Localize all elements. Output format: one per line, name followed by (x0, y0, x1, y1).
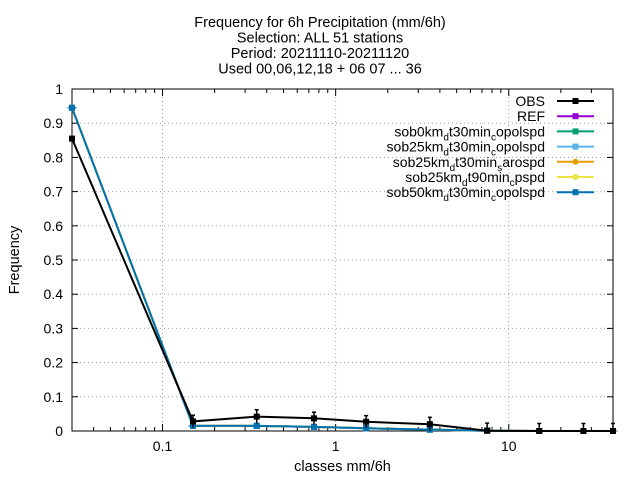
x-axis-label: classes mm/6h (294, 459, 391, 475)
y-tick-label: 0.8 (44, 149, 64, 165)
data-point (572, 158, 579, 165)
x-tick-label: 1 (332, 438, 340, 454)
data-point (69, 135, 75, 142)
data-point (536, 428, 543, 434)
legend-label: OBS (515, 93, 545, 109)
legend: OBSREFsob0kmdt30mincopolspdsob25kmdt30mi… (387, 93, 594, 204)
y-tick-label: 0.1 (44, 389, 64, 405)
legend-entry: sob25kmdt90mincpspd (405, 169, 594, 189)
y-tick-label: 0.5 (44, 252, 64, 268)
y-tick-label: 0 (55, 423, 63, 439)
legend-label: sob50kmdt30mincopolspd (387, 184, 545, 204)
y-tick-label: 0.6 (44, 218, 64, 234)
title-line: Period: 20211110-20211120 (231, 46, 409, 62)
legend-label: sob0kmdt30mincopolspd (394, 123, 545, 143)
y-tick-label: 0.7 (44, 184, 64, 200)
title-line: Selection: ALL 51 stations (237, 31, 403, 47)
legend-entry: sob0kmdt30mincopolspd (394, 123, 594, 143)
y-tick-label: 0.3 (44, 320, 64, 336)
x-tick-label: 0.1 (153, 438, 173, 454)
y-tick-label: 0.4 (44, 286, 64, 302)
legend-entry: sob25kmdt30minsarospd (393, 154, 594, 174)
legend-label: sob25kmdt30minsarospd (393, 154, 545, 174)
title-line: Used 00,06,12,18 + 06 07 ... 36 (218, 62, 422, 78)
legend-label: sob25kmdt90mincpspd (405, 169, 545, 189)
data-point (426, 421, 433, 428)
grid (72, 89, 613, 431)
title-line: Frequency for 6h Precipitation (mm/6h) (194, 15, 445, 31)
legend-entry: OBS (515, 93, 594, 109)
data-point (190, 418, 197, 425)
chart-title: Frequency for 6h Precipitation (mm/6h)Se… (194, 15, 445, 78)
legend-entry: sob50kmdt30mincopolspd (387, 184, 594, 204)
data-point (610, 428, 616, 434)
y-tick-label: 1 (55, 81, 63, 97)
legend-entry: REF (517, 108, 594, 124)
data-point (580, 428, 587, 434)
series-obs (69, 135, 616, 434)
data-point (572, 98, 579, 104)
data-point (311, 415, 318, 422)
legend-entry: sob25kmdt30mincopolspd (387, 139, 594, 159)
series-line (71, 138, 613, 432)
data-point (484, 427, 491, 434)
data-point (363, 418, 370, 425)
y-tick-label: 0.9 (44, 115, 64, 131)
x-tick-label: 10 (501, 438, 517, 454)
y-tick-label: 0.2 (44, 355, 64, 371)
legend-label: REF (517, 108, 545, 124)
data-point (572, 174, 579, 180)
legend-label: sob25kmdt30mincopolspd (387, 139, 545, 159)
series (67, 104, 618, 434)
y-axis-label: Frequency (7, 225, 23, 294)
axis-ticks: 0 0.1 0.2 0.3 0.4 0.5 0.6 0.7 0.8 0.9 1 0.1 1 10 (44, 81, 613, 454)
data-point (253, 413, 260, 420)
